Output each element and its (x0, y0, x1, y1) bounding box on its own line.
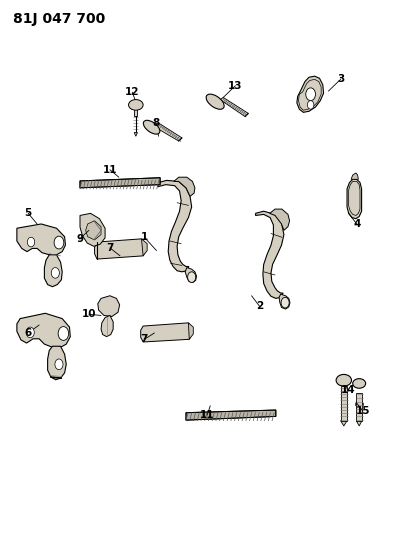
Polygon shape (17, 313, 70, 348)
Circle shape (26, 327, 34, 338)
Circle shape (305, 88, 315, 101)
Polygon shape (101, 316, 113, 337)
Polygon shape (80, 177, 160, 188)
Polygon shape (173, 177, 194, 196)
Polygon shape (185, 268, 196, 282)
Polygon shape (220, 98, 248, 117)
Polygon shape (141, 323, 191, 342)
Text: 1: 1 (141, 232, 147, 243)
Polygon shape (47, 346, 66, 379)
Circle shape (27, 237, 34, 247)
Text: 5: 5 (25, 208, 32, 219)
Polygon shape (155, 123, 181, 141)
Polygon shape (340, 421, 346, 426)
Text: 15: 15 (355, 406, 369, 416)
Text: 10: 10 (81, 309, 96, 319)
Text: 13: 13 (228, 81, 242, 91)
Polygon shape (278, 294, 289, 309)
Polygon shape (296, 76, 323, 112)
Polygon shape (269, 209, 289, 230)
Ellipse shape (352, 378, 365, 388)
Polygon shape (98, 296, 119, 317)
Polygon shape (356, 421, 361, 426)
Text: 9: 9 (76, 234, 83, 244)
Ellipse shape (335, 374, 351, 386)
Ellipse shape (206, 94, 224, 109)
Text: 81J 047 700: 81J 047 700 (13, 12, 105, 27)
Text: 12: 12 (125, 87, 139, 97)
Ellipse shape (143, 120, 160, 134)
Text: 7: 7 (140, 334, 148, 344)
Polygon shape (157, 180, 191, 272)
Ellipse shape (128, 100, 143, 110)
Circle shape (58, 327, 68, 341)
Polygon shape (134, 133, 137, 136)
Text: 11: 11 (102, 165, 117, 175)
Circle shape (307, 101, 313, 109)
Polygon shape (255, 211, 283, 298)
Text: 14: 14 (340, 385, 354, 395)
Circle shape (280, 297, 288, 308)
Polygon shape (94, 239, 145, 259)
Polygon shape (141, 239, 147, 256)
Polygon shape (340, 386, 346, 421)
Polygon shape (188, 323, 193, 340)
Circle shape (55, 359, 63, 369)
Polygon shape (185, 410, 275, 420)
Polygon shape (17, 224, 65, 255)
Polygon shape (134, 105, 137, 116)
Polygon shape (356, 393, 361, 421)
Text: 11: 11 (199, 410, 214, 421)
Text: 6: 6 (25, 328, 32, 338)
Circle shape (51, 268, 59, 278)
Text: 7: 7 (106, 243, 113, 253)
Text: 8: 8 (152, 118, 160, 128)
Circle shape (54, 236, 64, 249)
Polygon shape (350, 173, 358, 179)
Polygon shape (44, 255, 62, 287)
Text: 4: 4 (352, 219, 360, 229)
Text: 2: 2 (256, 301, 262, 311)
Polygon shape (354, 402, 362, 405)
Circle shape (187, 272, 195, 282)
Polygon shape (346, 179, 361, 219)
Polygon shape (80, 213, 105, 246)
Polygon shape (85, 221, 101, 240)
Text: 3: 3 (336, 75, 343, 84)
